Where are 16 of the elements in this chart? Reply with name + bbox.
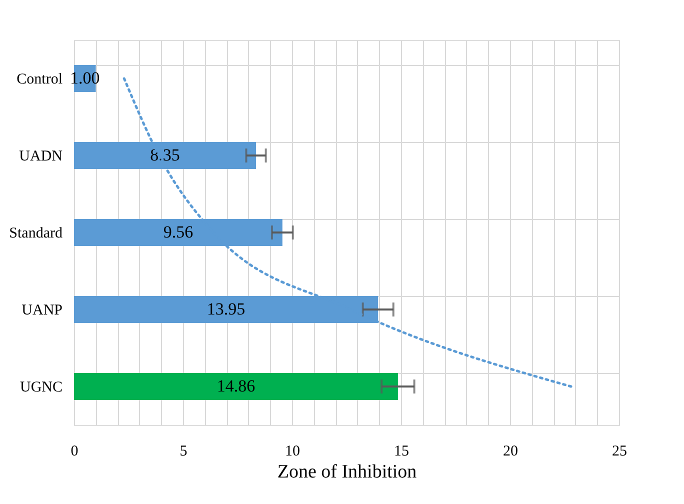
y-tick-label: UANP	[22, 302, 62, 318]
x-tick-label: 0	[70, 444, 78, 460]
data-label: 9.56	[163, 222, 194, 242]
data-label: 13.95	[206, 300, 246, 318]
y-tick-label: UGNC	[20, 380, 62, 396]
x-tick-label: 15	[394, 444, 409, 460]
x-axis-title: Zone of Inhibition	[277, 462, 418, 482]
y-tick-label: UADN	[19, 148, 63, 164]
x-tick-label: 20	[503, 444, 518, 460]
x-tick-label: 10	[285, 444, 300, 460]
x-tick-label: 5	[180, 444, 188, 460]
x-tick-label: 25	[612, 444, 627, 460]
y-tick-label: Control	[16, 72, 62, 88]
y-tick-label: Standard	[9, 226, 63, 242]
data-label: 14.86	[216, 376, 256, 396]
bar	[74, 373, 398, 400]
